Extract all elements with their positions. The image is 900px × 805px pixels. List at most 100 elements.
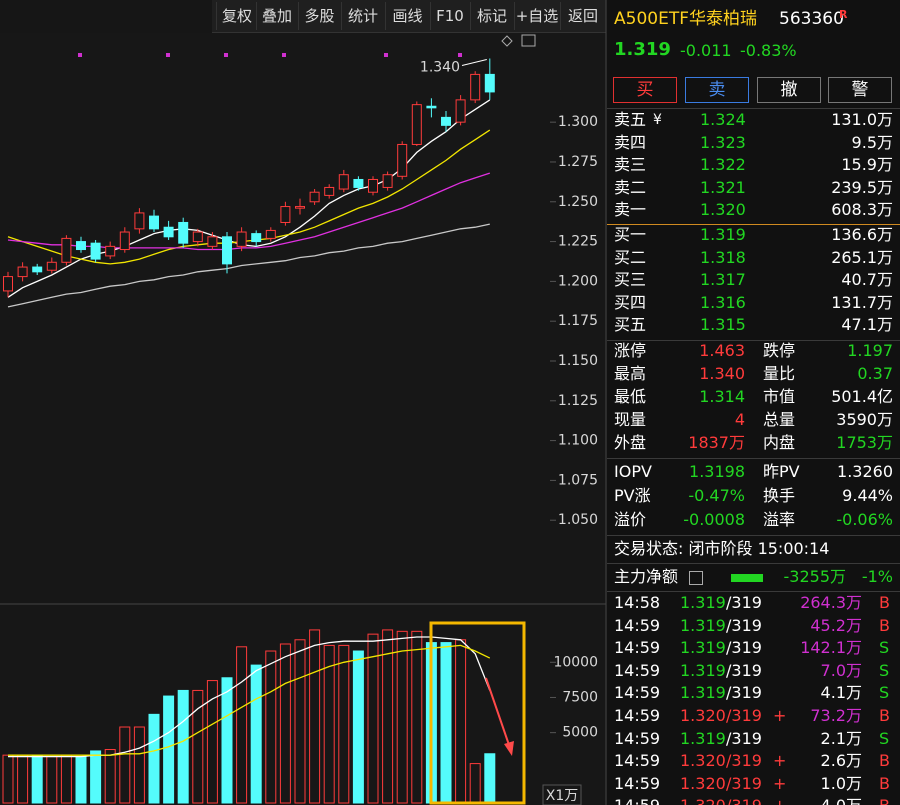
stat-value: 1753万 — [836, 433, 893, 452]
stat-value: 0.37 — [857, 364, 893, 383]
book-volume: 15.9万 — [841, 155, 893, 175]
book-volume: 265.1万 — [831, 247, 893, 267]
toolbar-button[interactable]: 叠加 — [256, 2, 297, 30]
y-tick-label: 1.050 — [558, 512, 598, 528]
candle-body — [484, 73, 495, 93]
candle-body — [309, 191, 320, 203]
book-price: 1.322 — [700, 155, 746, 175]
book-price: 1.321 — [700, 177, 746, 197]
toolbar-button[interactable]: +自选 — [514, 2, 559, 30]
panel-icon[interactable] — [521, 34, 536, 47]
candle-body — [368, 178, 378, 193]
stat-value: 1.340 — [699, 364, 745, 383]
candle-body — [353, 178, 364, 188]
stat-label: 现量 — [614, 410, 647, 429]
stat-value: -0.0008 — [683, 510, 745, 529]
stat-label: PV涨 — [614, 486, 651, 505]
book-price: 1.320 — [700, 200, 746, 220]
book-volume: 47.1万 — [841, 315, 893, 335]
stat-value: 1.3260 — [837, 462, 893, 481]
volume-bar — [206, 680, 218, 804]
stat-value: -0.47% — [688, 486, 745, 505]
highlight-box — [429, 621, 526, 805]
book-label: 卖一 — [614, 200, 647, 220]
candle-body — [46, 261, 57, 271]
candle-body — [207, 236, 218, 247]
tick-volume: 2.6万 — [820, 751, 862, 771]
toolbar-button[interactable]: 复权 — [216, 2, 257, 30]
y-tick-label: 1.150 — [558, 353, 598, 369]
separator — [607, 458, 900, 459]
volume-bar — [221, 677, 233, 804]
stat-label: 溢率 — [763, 510, 796, 529]
volume-bar — [411, 630, 423, 804]
volume-bar — [163, 695, 175, 804]
volume-bar — [250, 664, 262, 804]
trade-button[interactable]: 卖 — [685, 77, 749, 103]
toolbar-button[interactable]: F10 — [430, 2, 469, 30]
trade-button[interactable]: 撤 — [757, 77, 821, 103]
trend-arrow — [485, 677, 510, 746]
tick-price: 1.319 — [680, 728, 726, 748]
toolbar-button[interactable]: 返回 — [560, 2, 605, 30]
stat-label: 最高 — [614, 364, 647, 383]
volume-bar — [104, 749, 116, 804]
tick-side: B — [879, 706, 890, 725]
stat-label: 市值 — [763, 387, 796, 406]
stat-label: 跌停 — [763, 341, 796, 360]
tick-count: /319 — [726, 593, 762, 612]
tick-time: 14:59 — [614, 751, 661, 771]
main-force-icon[interactable] — [689, 571, 703, 585]
tick-price: 1.319 — [680, 683, 726, 703]
toolbar-button[interactable]: 统计 — [341, 2, 384, 30]
tick-count: /319 — [726, 683, 762, 703]
stat-label: 换手 — [763, 486, 796, 505]
candle-body — [397, 143, 408, 177]
toolbar-button[interactable]: 画线 — [385, 2, 429, 30]
candle-body — [90, 242, 101, 260]
trade-button[interactable]: 买 — [613, 77, 677, 103]
tick-count: /319 — [726, 638, 762, 658]
ma-line — [7, 99, 491, 298]
volume-bar — [323, 644, 335, 804]
y-tick-label: 1.125 — [558, 393, 598, 409]
tick-volume: 4.0万 — [821, 796, 862, 805]
book-label: 买二 — [614, 247, 647, 267]
volume-bar — [133, 726, 145, 804]
book-price: 1.324 — [700, 110, 746, 129]
separator — [607, 563, 900, 564]
diamond-icon[interactable] — [501, 35, 513, 47]
tick-time: 14:59 — [614, 706, 661, 725]
candle-body — [295, 206, 305, 209]
stat-value: 9.44% — [842, 486, 893, 505]
candle-body — [134, 212, 145, 230]
trade-button[interactable]: 警 — [828, 77, 892, 103]
candle-body — [222, 236, 232, 265]
stat-value: 1.314 — [699, 387, 745, 406]
tick-count: /319 — [726, 751, 762, 771]
candle-body — [192, 231, 203, 243]
tick-flag: + — [773, 706, 787, 725]
toolbar-button[interactable]: 标记 — [470, 2, 513, 30]
tick-time: 14:59 — [614, 615, 661, 635]
book-volume: 239.5万 — [831, 177, 893, 197]
tick-side: S — [879, 683, 890, 703]
tick-side: S — [879, 728, 890, 748]
trend-arrow-head — [504, 741, 514, 756]
ma-line — [7, 223, 490, 308]
candle-body — [411, 104, 422, 145]
main-force-value: -3255万 — [783, 567, 847, 586]
max-price-label: 1.340 — [420, 59, 460, 75]
toolbar-button[interactable]: 多股 — [298, 2, 340, 30]
tick-time: 14:58 — [614, 593, 661, 612]
separator — [607, 224, 900, 225]
tick-price: 1.319 — [680, 615, 726, 635]
tick-count: /319 — [726, 615, 762, 635]
tick-side: B — [879, 593, 890, 612]
candle-body — [470, 73, 481, 101]
tick-count: /319 — [726, 796, 762, 805]
separator — [607, 108, 900, 109]
unit-label: X1万 — [546, 788, 579, 804]
candle-body — [280, 206, 291, 223]
candle-body — [163, 226, 174, 238]
